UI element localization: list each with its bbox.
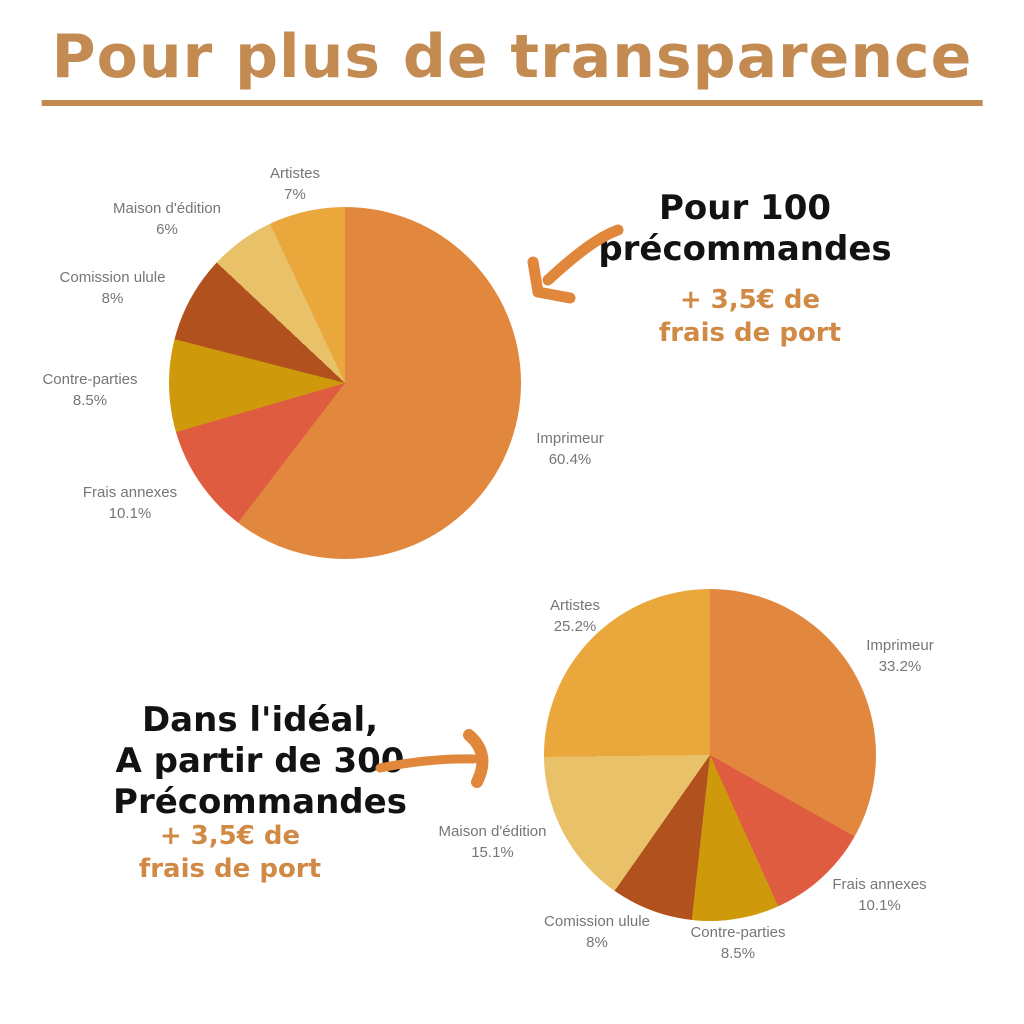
annotation-100-preorders-heading: Pour 100 précommandes [560, 188, 930, 270]
slice-label-name: Frais annexes [82, 484, 178, 501]
pie2-label-frais-annexes: Frais annexes 10.1% [792, 874, 967, 916]
slice-label-name: Comission ulule [59, 269, 166, 286]
annotation-line: Dans l'idéal, [141, 700, 379, 740]
slice-label-name: Imprimeur [536, 430, 604, 447]
pie-chart-100-preorders [169, 207, 521, 559]
slice-label-name: Frais annexes [832, 876, 927, 893]
pie1-label-contre-parties: Contre-parties 8.5% [5, 369, 175, 411]
slice-label-name: Maison d'édition [438, 823, 547, 840]
page-title: Pour plus de transparence [41, 22, 983, 106]
annotation-line: frais de port [138, 854, 322, 884]
slice-label-pct: 8% [586, 934, 608, 951]
slice-label-pct: 33.2% [878, 658, 922, 675]
pie1-label-artistes: Artistes 7% [245, 163, 345, 205]
slice-label-pct: 6% [156, 221, 178, 238]
pie2-label-contre-parties: Contre-parties 8.5% [653, 922, 823, 964]
annotation-line: + 3,5€ de [679, 285, 821, 315]
slice-label-pct: 8.5% [720, 945, 756, 962]
slice-label-name: Artistes [269, 165, 320, 182]
slice-label-name: Contre-parties [42, 371, 138, 388]
slice-label-name: Contre-parties [690, 924, 786, 941]
slice-label-pct: 8.5% [72, 392, 108, 409]
slice-label-pct: 25.2% [553, 618, 597, 635]
pie1-label-imprimeur: Imprimeur 60.4% [505, 428, 635, 470]
slice-label-name: Artistes [549, 597, 600, 614]
annotation-line: frais de port [658, 318, 842, 348]
pie2-label-maison-edition: Maison d'édition 15.1% [400, 821, 585, 863]
slice-label-pct: 15.1% [471, 844, 514, 861]
slice-label-name: Comission ulule [544, 913, 650, 930]
annotation-line: + 3,5€ de [159, 821, 301, 851]
annotation-line: A partir de 300 [115, 741, 405, 781]
pie1-label-comission-ulule: Comission ulule 8% [25, 267, 200, 309]
annotation-line: Pour 100 [658, 188, 832, 228]
slice-label-pct: 7% [284, 186, 306, 203]
annotation-line: précommandes [598, 229, 892, 269]
slice-label-pct: 10.1% [108, 505, 152, 522]
slice-label-pct: 10.1% [858, 897, 901, 914]
annotation-100-preorders-shipping-note: + 3,5€ de frais de port [600, 284, 900, 350]
arrow-down-left-icon [527, 224, 624, 304]
pie2-label-comission-ulule: Comission ulule 8% [512, 911, 682, 953]
slice-label-name: Imprimeur [866, 637, 934, 654]
arrow-right-icon [375, 729, 489, 788]
slice-label-pct: 8% [101, 290, 124, 307]
annotation-300-preorders-heading: Dans l'idéal, A partir de 300 Précommand… [75, 700, 445, 823]
slice-label-name: Maison d'édition [113, 200, 221, 217]
annotation-line: Précommandes [113, 782, 407, 822]
pie2-label-imprimeur: Imprimeur 33.2% [835, 635, 965, 677]
annotation-300-preorders-shipping-note: + 3,5€ de frais de port [90, 820, 370, 886]
pie1-label-maison-edition: Maison d'édition 6% [72, 198, 262, 240]
pie2-label-artistes: Artistes 25.2% [520, 595, 630, 637]
pie-chart-300-preorders [544, 589, 876, 921]
slice-label-pct: 60.4% [548, 451, 592, 468]
pie1-label-frais-annexes: Frais annexes 10.1% [45, 482, 215, 524]
